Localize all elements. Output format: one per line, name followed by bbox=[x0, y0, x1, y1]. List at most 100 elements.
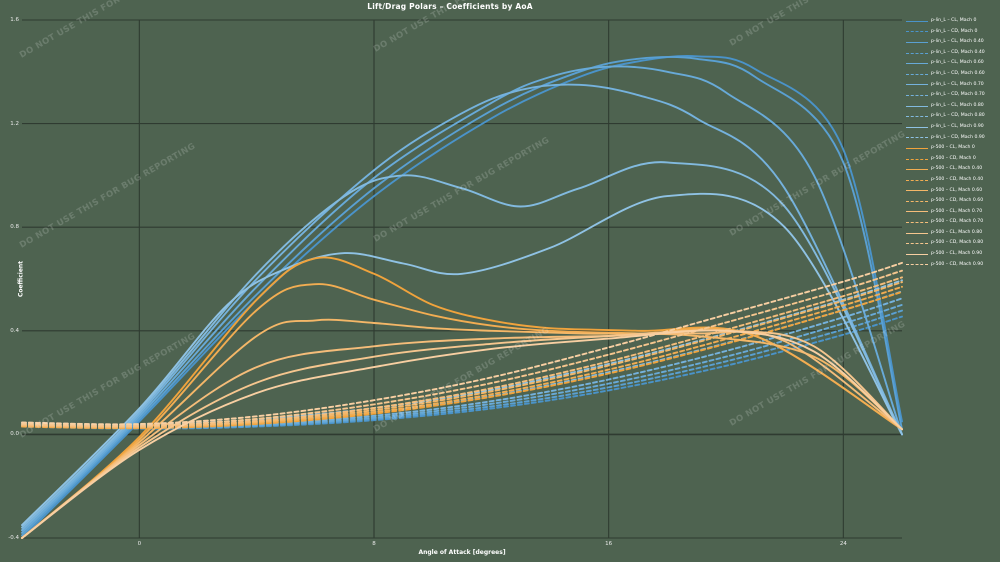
legend-swatch bbox=[906, 232, 928, 234]
legend-swatch bbox=[906, 264, 928, 266]
series-line bbox=[21, 161, 903, 529]
y-axis-label: Coefficient bbox=[17, 260, 25, 298]
legend-label: p-500 – CD, Mach 0.80 bbox=[931, 240, 984, 246]
legend-label: p-500 – CL, Mach 0.90 bbox=[931, 251, 983, 257]
legend-swatch bbox=[906, 84, 928, 86]
legend-item[interactable]: p-500 – CL, Mach 0.90 bbox=[906, 249, 1000, 260]
legend-item[interactable]: p-500 – CL, Mach 0.40 bbox=[906, 164, 1000, 175]
legend-label: p-500 – CD, Mach 0.40 bbox=[931, 176, 984, 182]
y-tick-label: 0.8 bbox=[10, 224, 19, 231]
gridlines bbox=[22, 19, 902, 539]
series-line bbox=[21, 83, 903, 532]
x-tick-label: 16 bbox=[605, 541, 613, 547]
y-tick-label: -0.4 bbox=[8, 535, 19, 541]
series-line bbox=[21, 55, 903, 539]
legend-item[interactable]: p-500 – CD, Mach 0.80 bbox=[906, 238, 1000, 249]
series-line bbox=[21, 329, 903, 539]
series-line bbox=[21, 330, 903, 539]
legend-label: p-500 – CD, Mach 0.60 bbox=[931, 198, 984, 204]
legend-item[interactable]: p-lin_L – CL, Mach 0 bbox=[906, 16, 1000, 27]
data-series-layer bbox=[21, 55, 903, 539]
legend-label: p-500 – CL, Mach 0 bbox=[931, 145, 975, 151]
y-tick-label: 0.0 bbox=[10, 431, 19, 438]
x-tick-label: 8 bbox=[372, 541, 376, 547]
x-tick-label: 0 bbox=[137, 541, 142, 547]
plot-canvas bbox=[21, 19, 903, 539]
legend-item[interactable]: p-500 – CD, Mach 0.90 bbox=[906, 260, 1000, 271]
legend-swatch bbox=[906, 147, 928, 149]
legend-label: p-lin_L – CD, Mach 0.90 bbox=[931, 134, 985, 140]
chart-title: Lift/Drag Polars – Coefficients by AoA bbox=[367, 2, 533, 11]
legend-label: p-lin_L – CD, Mach 0.60 bbox=[931, 70, 985, 76]
legend-item[interactable]: p-lin_L – CL, Mach 0.60 bbox=[906, 58, 1000, 69]
legend-label: p-lin_L – CL, Mach 0.70 bbox=[931, 81, 984, 87]
legend-item[interactable]: p-500 – CD, Mach 0.40 bbox=[906, 175, 1000, 186]
y-tick-label: 1.2 bbox=[10, 120, 19, 127]
legend-label: p-lin_L – CD, Mach 0.80 bbox=[931, 113, 985, 119]
legend-label: p-lin_L – CD, Mach 0.40 bbox=[931, 49, 985, 55]
legend-swatch bbox=[906, 116, 928, 118]
legend-label: p-500 – CD, Mach 0 bbox=[931, 155, 976, 161]
legend-label: p-lin_L – CL, Mach 0.80 bbox=[931, 102, 984, 108]
legend-swatch bbox=[906, 243, 928, 245]
legend-item[interactable]: p-lin_L – CD, Mach 0.90 bbox=[906, 133, 1000, 144]
legend-swatch bbox=[906, 105, 928, 107]
legend-item[interactable]: p-500 – CD, Mach 0.70 bbox=[906, 217, 1000, 228]
y-tick-label: 1.6 bbox=[10, 17, 19, 23]
legend-label: p-500 – CL, Mach 0.70 bbox=[931, 208, 983, 214]
legend-label: p-lin_L – CD, Mach 0.70 bbox=[931, 92, 985, 98]
series-line bbox=[21, 55, 903, 537]
x-axis-label: Angle of Attack [degrees] bbox=[418, 549, 506, 556]
legend-swatch bbox=[906, 190, 928, 192]
plot-area: -0.4 0.0 0.4 0.8 1.2 1.6 0 8 16 24 Angle of Atta… bbox=[8, 17, 903, 556]
series-line bbox=[21, 261, 903, 426]
chart-legend: p-lin_L – CL, Mach 0 p-lin_L – CD, Mach 0… bbox=[906, 16, 1000, 270]
legend-swatch bbox=[906, 20, 928, 22]
y-tick-label: 0.4 bbox=[10, 327, 19, 334]
series-line bbox=[21, 283, 903, 539]
legend-label: p-500 – CL, Mach 0.60 bbox=[931, 187, 983, 193]
legend-item[interactable]: p-500 – CL, Mach 0.80 bbox=[906, 228, 1000, 239]
legend-item[interactable]: p-lin_L – CL, Mach 0.90 bbox=[906, 122, 1000, 133]
legend-item[interactable]: p-lin_L – CL, Mach 0.40 bbox=[906, 37, 1000, 48]
legend-swatch bbox=[906, 31, 928, 33]
legend-item[interactable]: p-lin_L – CL, Mach 0.70 bbox=[906, 80, 1000, 91]
legend-item[interactable]: p-500 – CL, Mach 0 bbox=[906, 143, 1000, 154]
legend-item[interactable]: p-lin_L – CL, Mach 0.80 bbox=[906, 101, 1000, 112]
legend-swatch bbox=[906, 169, 928, 171]
legend-item[interactable]: p-500 – CD, Mach 0 bbox=[906, 154, 1000, 165]
legend-swatch bbox=[906, 137, 928, 139]
legend-item[interactable]: p-lin_L – CD, Mach 0.80 bbox=[906, 111, 1000, 122]
legend-label: p-lin_L – CL, Mach 0.40 bbox=[931, 39, 984, 45]
legend-label: p-lin_L – CL, Mach 0.90 bbox=[931, 123, 984, 129]
legend-swatch bbox=[906, 126, 928, 128]
legend-swatch bbox=[906, 222, 928, 224]
series-line bbox=[21, 192, 903, 527]
legend-item[interactable]: p-lin_L – CD, Mach 0.60 bbox=[906, 69, 1000, 80]
legend-item[interactable]: p-500 – CD, Mach 0.60 bbox=[906, 196, 1000, 207]
series-line bbox=[21, 309, 903, 430]
legend-swatch bbox=[906, 73, 928, 75]
legend-label: p-500 – CD, Mach 0.70 bbox=[931, 219, 984, 225]
x-tick-label: 24 bbox=[839, 541, 847, 547]
legend-swatch bbox=[906, 253, 928, 255]
legend-label: p-500 – CL, Mach 0.40 bbox=[931, 166, 983, 172]
legend-label: p-500 – CL, Mach 0.80 bbox=[931, 229, 983, 235]
legend-label: p-lin_L – CD, Mach 0 bbox=[931, 28, 978, 34]
legend-swatch bbox=[906, 211, 928, 213]
legend-swatch bbox=[906, 158, 928, 160]
legend-item[interactable]: p-lin_L – CD, Mach 0 bbox=[906, 27, 1000, 38]
legend-swatch bbox=[906, 200, 928, 202]
legend-label: p-lin_L – CL, Mach 0 bbox=[931, 18, 977, 23]
legend-item[interactable]: p-lin_L – CD, Mach 0.40 bbox=[906, 48, 1000, 59]
series-line bbox=[21, 65, 903, 534]
legend-label: p-500 – CD, Mach 0.90 bbox=[931, 261, 984, 267]
legend-item[interactable]: p-500 – CL, Mach 0.70 bbox=[906, 207, 1000, 218]
series-line bbox=[21, 269, 903, 427]
series-line bbox=[21, 318, 903, 539]
legend-label: p-lin_L – CL, Mach 0.60 bbox=[931, 60, 984, 66]
legend-item[interactable]: p-500 – CL, Mach 0.60 bbox=[906, 186, 1000, 197]
legend-swatch bbox=[906, 41, 928, 43]
legend-item[interactable]: p-lin_L – CD, Mach 0.70 bbox=[906, 90, 1000, 101]
